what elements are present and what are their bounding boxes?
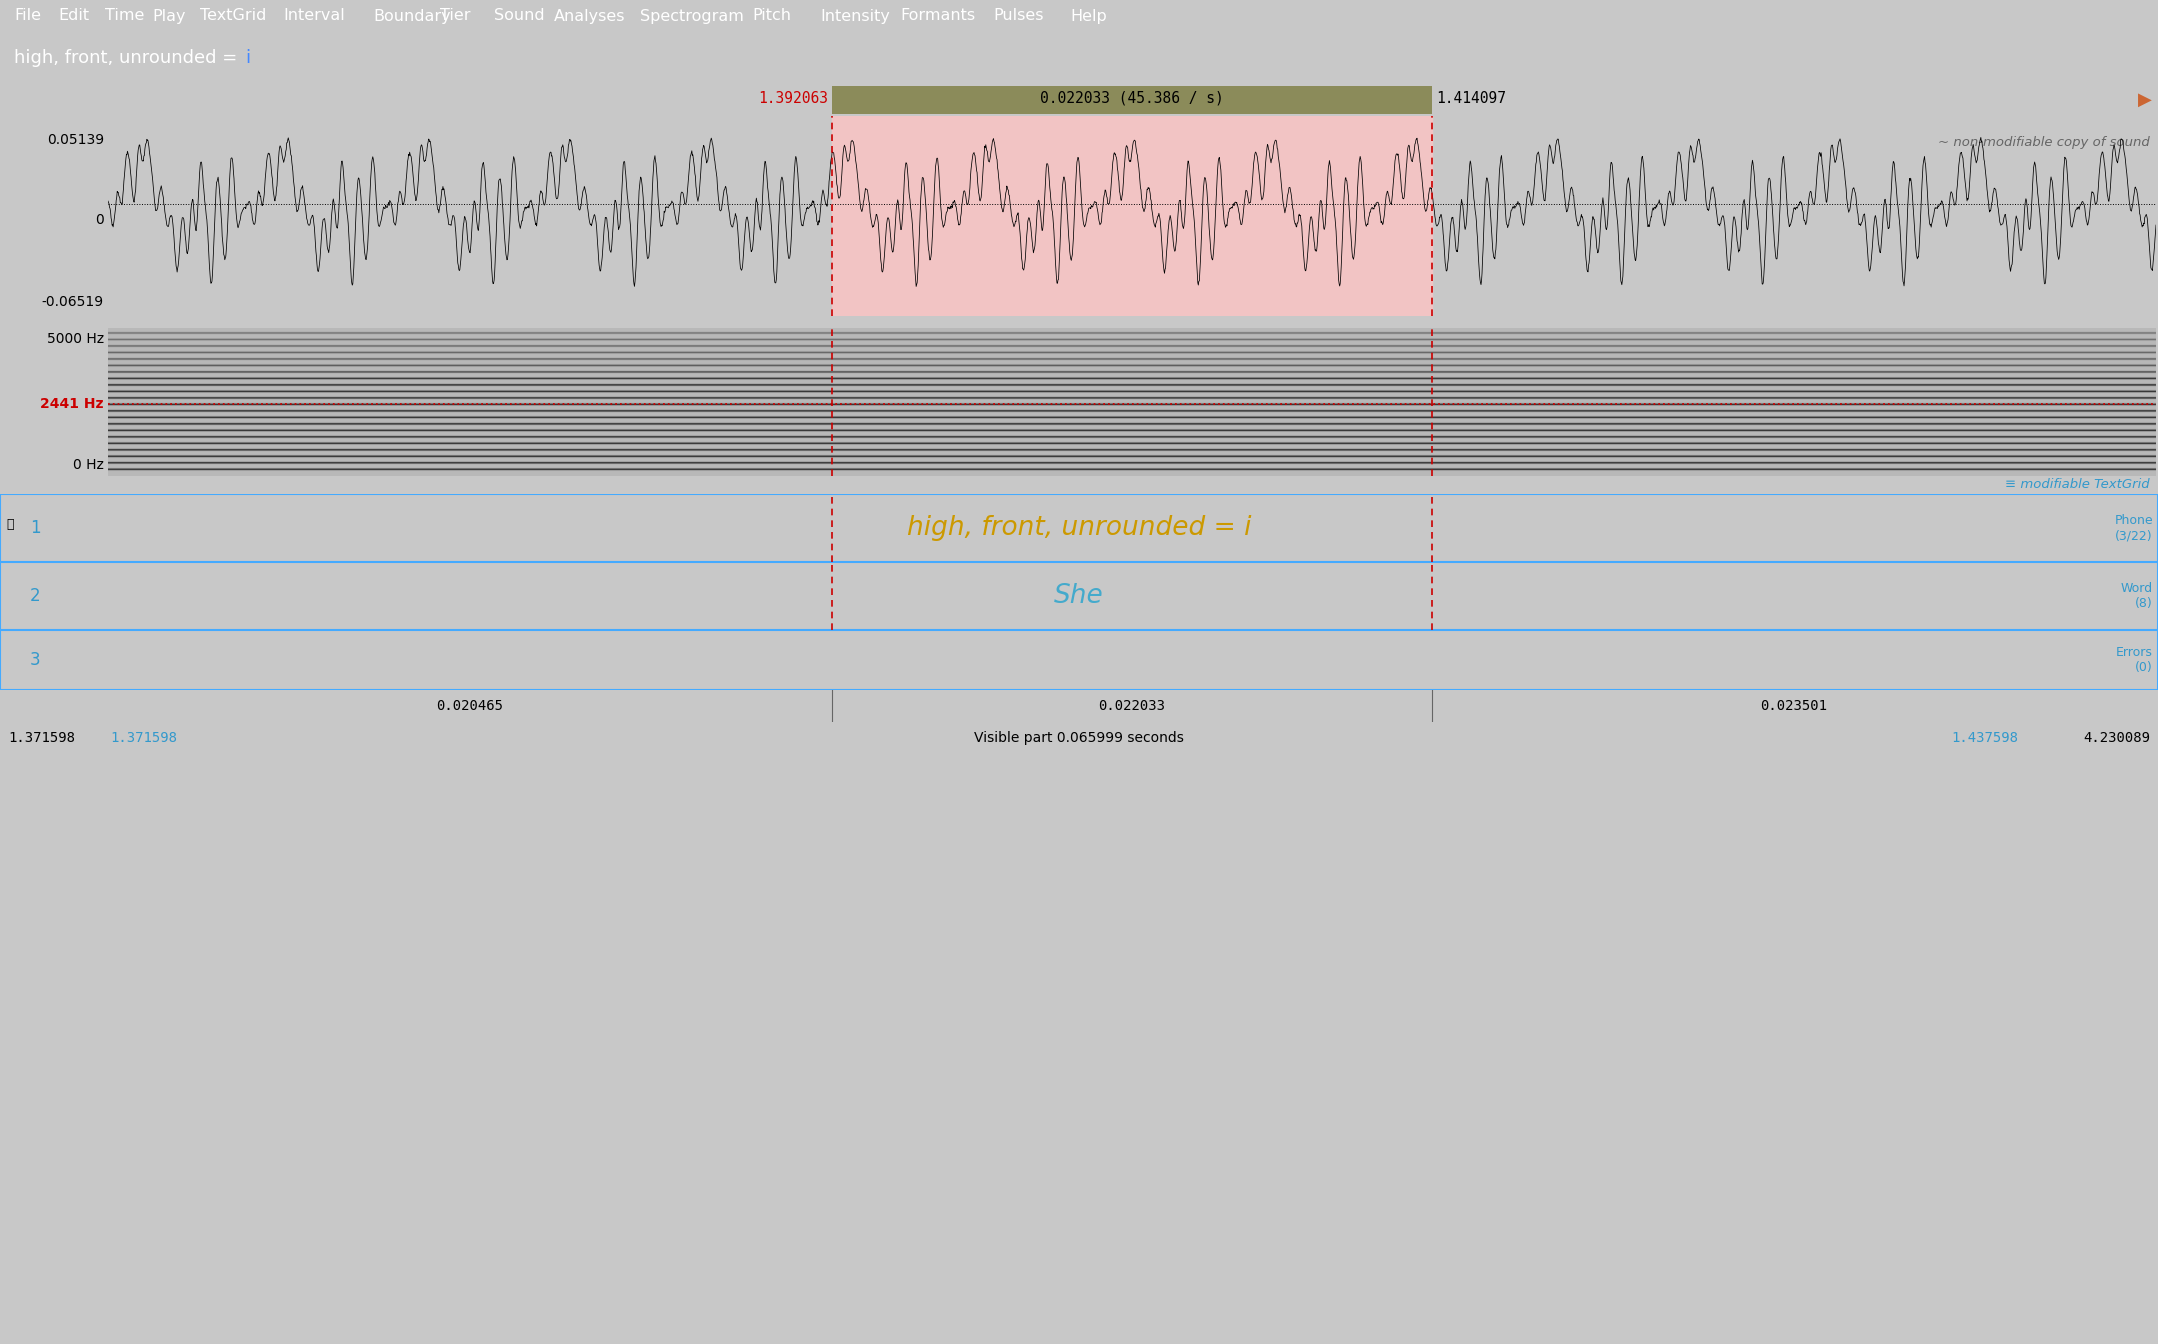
Text: Boundary: Boundary xyxy=(373,8,451,23)
Text: 0 Hz: 0 Hz xyxy=(73,457,104,472)
Text: Spectrogram: Spectrogram xyxy=(641,8,745,23)
Text: File: File xyxy=(13,8,41,23)
Text: Help: Help xyxy=(1070,8,1107,23)
Text: 🔈: 🔈 xyxy=(6,517,13,531)
Text: -0.06519: -0.06519 xyxy=(41,294,104,309)
Text: Tier: Tier xyxy=(440,8,470,23)
Text: Edit: Edit xyxy=(58,8,88,23)
Text: Pulses: Pulses xyxy=(993,8,1044,23)
Text: Analyses: Analyses xyxy=(555,8,626,23)
Text: 0.05139: 0.05139 xyxy=(47,133,104,146)
Text: high, front, unrounded = i: high, front, unrounded = i xyxy=(906,515,1252,542)
Bar xyxy=(833,86,1433,114)
Text: 1.392063: 1.392063 xyxy=(757,91,829,106)
Text: Word
(8): Word (8) xyxy=(2121,582,2154,610)
Text: Phone
(3/22): Phone (3/22) xyxy=(2115,513,2154,543)
Text: 3: 3 xyxy=(30,650,41,669)
Text: high, front, unrounded =: high, front, unrounded = xyxy=(13,48,244,67)
Text: ▶: ▶ xyxy=(2139,91,2152,109)
Text: Interval: Interval xyxy=(283,8,345,23)
Text: 4.230089: 4.230089 xyxy=(2082,731,2149,745)
Text: 1.371598: 1.371598 xyxy=(110,731,177,745)
Bar xyxy=(833,116,1433,316)
Text: 1.371598: 1.371598 xyxy=(9,731,76,745)
Text: Play: Play xyxy=(151,8,186,23)
Text: ▪ derived spectrogram: ▪ derived spectrogram xyxy=(1998,332,2149,345)
Text: 0.023501: 0.023501 xyxy=(1761,699,1828,714)
Text: 0.022033 (45.386 / s): 0.022033 (45.386 / s) xyxy=(1040,91,1224,106)
Text: 0: 0 xyxy=(95,212,104,227)
Text: 0.020465: 0.020465 xyxy=(436,699,503,714)
Text: Visible part 0.065999 seconds: Visible part 0.065999 seconds xyxy=(973,731,1185,745)
Text: i: i xyxy=(246,48,250,67)
Text: She: She xyxy=(1053,583,1105,609)
Text: 5000 Hz: 5000 Hz xyxy=(47,332,104,347)
Text: Intensity: Intensity xyxy=(820,8,889,23)
Text: 1.437598: 1.437598 xyxy=(1951,731,2018,745)
Text: 2441 Hz: 2441 Hz xyxy=(41,396,104,411)
Text: Sound: Sound xyxy=(494,8,544,23)
Text: TextGrid: TextGrid xyxy=(201,8,265,23)
Text: Errors
(0): Errors (0) xyxy=(2117,645,2154,675)
Text: Formants: Formants xyxy=(900,8,975,23)
Text: Time: Time xyxy=(106,8,145,23)
Text: Pitch: Pitch xyxy=(751,8,792,23)
Text: ~ non-modifiable copy of sound: ~ non-modifiable copy of sound xyxy=(1938,136,2149,149)
Text: 1.414097: 1.414097 xyxy=(1435,91,1506,106)
Text: 1: 1 xyxy=(30,519,41,538)
Text: 0.022033: 0.022033 xyxy=(1098,699,1165,714)
Text: 2: 2 xyxy=(30,587,41,605)
Text: ≡ modifiable TextGrid: ≡ modifiable TextGrid xyxy=(2005,478,2149,492)
